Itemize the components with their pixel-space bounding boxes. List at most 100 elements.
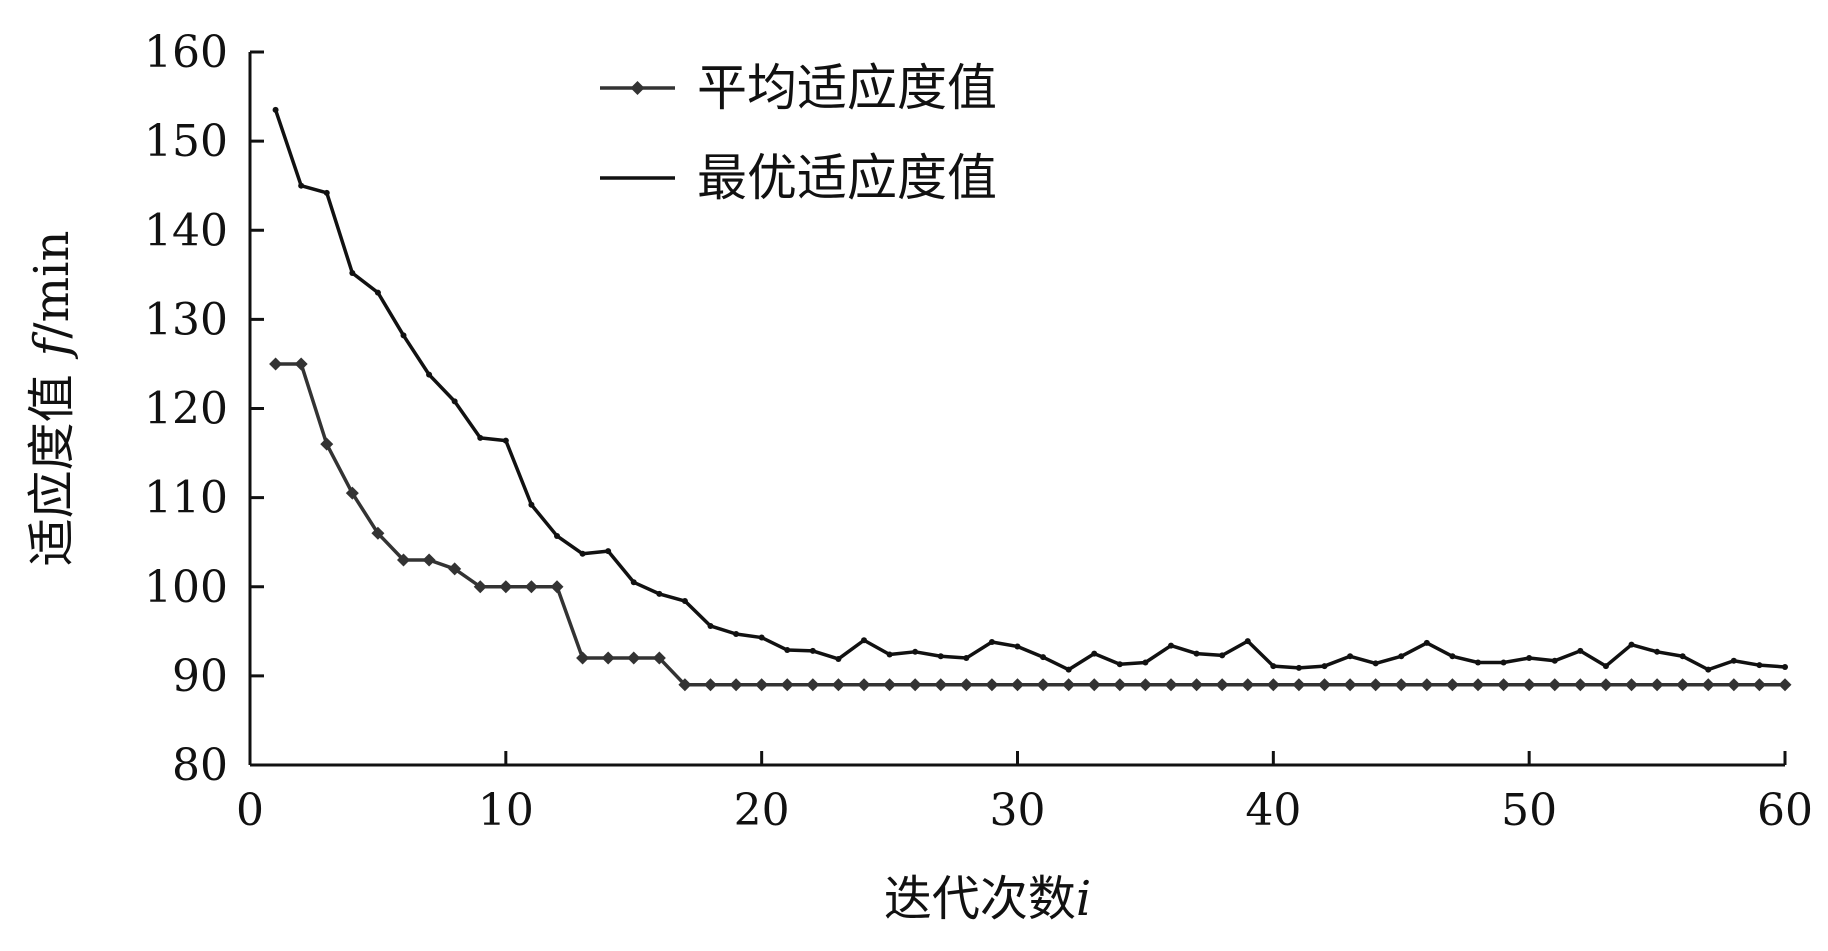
y-tick-label-160: 160 xyxy=(144,27,228,78)
axes: 80 90 100 110 120 130 140 150 160 0 10 20 30 40 50 60 xyxy=(144,27,1813,836)
x-tick-label-30: 30 xyxy=(990,785,1046,836)
series-2-point xyxy=(374,289,381,296)
series-1-point xyxy=(1292,678,1306,692)
series-1-point xyxy=(1573,678,1587,692)
series-2-point xyxy=(1475,659,1481,666)
series-2-point xyxy=(1654,648,1661,655)
series-1-point xyxy=(1087,678,1101,692)
series-2-point xyxy=(1577,647,1584,654)
series-1-point xyxy=(755,678,769,692)
series-2-point xyxy=(1347,653,1354,660)
x-tick-label-0: 0 xyxy=(236,785,264,836)
y-tick-label-110: 110 xyxy=(144,473,228,524)
x-tick-label-60: 60 xyxy=(1757,785,1813,836)
series-2-point xyxy=(272,106,279,113)
y-tick-label-130: 130 xyxy=(144,294,228,345)
series-2-point xyxy=(758,634,765,641)
x-axis-title: 迭代次数i xyxy=(884,871,1091,927)
series-1-point xyxy=(806,678,820,692)
series-1-point xyxy=(524,580,538,594)
series-2-point xyxy=(988,639,995,646)
series-2-point xyxy=(1628,641,1635,648)
series-2-point xyxy=(1551,657,1558,664)
series-1-point xyxy=(1676,678,1690,692)
series-2-point xyxy=(502,437,509,444)
series-1-point xyxy=(1752,678,1766,692)
series-1-point xyxy=(448,562,462,576)
series-1-point xyxy=(1497,678,1511,692)
legend-label-1: 平均适应度值 xyxy=(697,59,997,117)
series-1-point xyxy=(1164,678,1178,692)
series-1-point xyxy=(550,580,564,594)
series-1-point xyxy=(1369,678,1383,692)
series-2-point xyxy=(912,648,919,655)
series-1-point xyxy=(678,678,692,692)
series-1-point xyxy=(857,678,871,692)
series-1-point xyxy=(1036,678,1050,692)
series-2-point xyxy=(400,332,407,339)
x-tick-label-40: 40 xyxy=(1245,785,1301,836)
series-1-point xyxy=(601,651,615,665)
series-2-point xyxy=(477,434,484,441)
series-1-point xyxy=(269,357,283,371)
series-2-point xyxy=(451,398,458,405)
series-1-point xyxy=(1625,678,1638,692)
series-2-point xyxy=(605,548,612,555)
series-1-point xyxy=(729,678,743,692)
series-2-point xyxy=(1372,660,1379,667)
series-2-point xyxy=(1193,650,1200,657)
series-1-point xyxy=(780,678,794,692)
series-2-point xyxy=(1142,659,1149,666)
x-axis-title-text: 迭代次数 xyxy=(884,871,1076,927)
series-1-point xyxy=(1548,678,1562,692)
y-axis-unit: /min xyxy=(24,231,80,339)
series-1-point xyxy=(908,678,922,692)
y-tick-label-150: 150 xyxy=(144,116,228,167)
series-1-point xyxy=(1190,678,1204,692)
series-2-point xyxy=(528,501,535,508)
series-1-point xyxy=(294,357,308,371)
series-1-point xyxy=(652,651,666,665)
series-2-point xyxy=(1449,653,1456,660)
series-layer xyxy=(269,106,1792,692)
series-1-point xyxy=(1420,678,1434,692)
x-tick-label-20: 20 xyxy=(734,785,790,836)
series-1-point xyxy=(831,678,845,692)
series-1-point xyxy=(576,651,590,665)
series-2-point xyxy=(1398,653,1405,660)
series-2-point xyxy=(809,647,816,654)
series-2-point xyxy=(1065,666,1072,673)
series-2-point xyxy=(1295,664,1302,671)
series-2-point xyxy=(630,579,637,586)
series-1-point xyxy=(345,486,359,500)
series-2-point xyxy=(1730,657,1737,664)
x-axis-variable: i xyxy=(1076,871,1091,927)
series-2-point xyxy=(835,655,842,662)
series-2-point xyxy=(579,550,586,557)
y-tick-label-80: 80 xyxy=(172,740,228,791)
series-2-point xyxy=(784,647,791,654)
series-1-point xyxy=(320,437,334,451)
series-1-point xyxy=(627,651,641,665)
series-1-point xyxy=(499,580,513,594)
series-1-point xyxy=(1241,678,1255,692)
series-1-point xyxy=(1318,678,1331,692)
series-2-point xyxy=(1679,653,1686,660)
series-2-point xyxy=(1756,662,1763,669)
series-1-point xyxy=(1445,678,1459,692)
series-2-point xyxy=(1705,666,1712,673)
series-1-point xyxy=(1394,678,1408,692)
series-1-point xyxy=(371,526,385,540)
series-1-point xyxy=(1727,678,1741,692)
series-2-point xyxy=(1782,663,1788,670)
series-1-point xyxy=(1343,678,1357,692)
series-2-point xyxy=(1270,663,1277,670)
series-1-point xyxy=(959,678,973,692)
series-2-point xyxy=(707,622,714,629)
y-axis-title: 适应度值f/min xyxy=(24,231,80,567)
series-2-point xyxy=(554,532,560,539)
series-2-point xyxy=(963,655,970,662)
series-2-point xyxy=(937,653,944,660)
series-2-point xyxy=(1526,655,1533,662)
series-1-point xyxy=(883,678,897,692)
